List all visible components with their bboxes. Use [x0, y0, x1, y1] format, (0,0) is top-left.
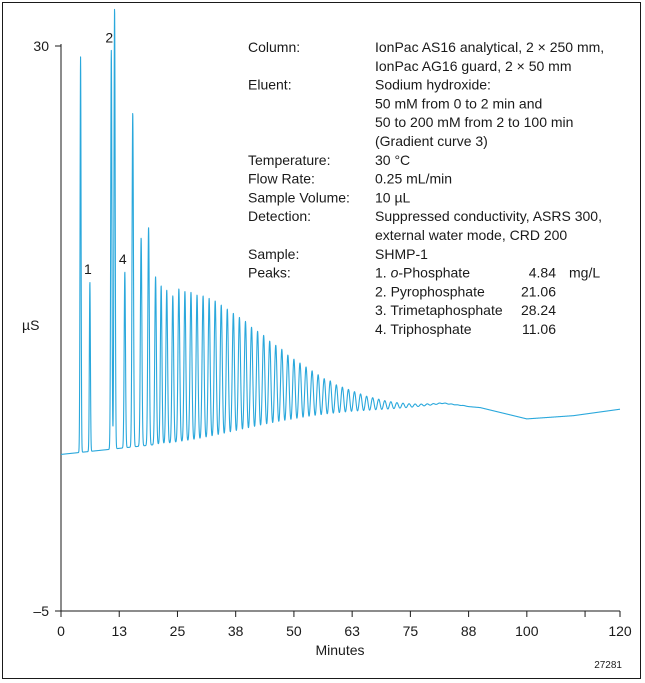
condition-value: 50 mM from 0 to 2 min and [375, 95, 542, 111]
condition-value: 10 µL [375, 189, 411, 205]
condition-value: 50 to 200 mM from 2 to 100 min [375, 114, 573, 130]
x-tick-label: 13 [111, 623, 127, 639]
peak-label-2: 2 [105, 29, 113, 45]
condition-value: external water mode, CRD 200 [375, 227, 567, 243]
x-tick-label: 120 [608, 623, 632, 639]
condition-value: SHMP-1 [375, 246, 428, 262]
peak-label-1: 1 [84, 261, 92, 277]
x-tick-label: 63 [344, 623, 360, 639]
x-tick-label: 38 [228, 623, 244, 639]
peak-name: 3. Trimetaphosphate [375, 302, 503, 318]
condition-value: 30 °C [375, 152, 410, 168]
peak-value: 21.06 [521, 283, 556, 299]
peak-value: 4.84 [529, 265, 556, 281]
peak-label-4: 4 [119, 251, 127, 267]
peak-value: 11.06 [522, 321, 556, 337]
peak-name: 4. Triphosphate [375, 321, 472, 337]
peaks-table: Peaks: 1. o-Phosphate 4.84 mg/L 2. Pyrophosp… [248, 265, 600, 337]
peak-unit: mg/L [569, 265, 600, 281]
x-tick-label: 88 [461, 623, 477, 639]
x-tick-label: 50 [286, 623, 302, 639]
condition-value: Suppressed conductivity, ASRS 300, [375, 208, 602, 224]
condition-label: Flow Rate: [248, 171, 315, 187]
peak-name: 1. o-Phosphate [375, 265, 470, 281]
x-axis-label: Minutes [315, 642, 364, 658]
condition-value: (Gradient curve 3) [375, 133, 488, 149]
peak-label-3: 3 [109, 0, 117, 3]
peak-name: 2. Pyrophosphate [375, 283, 485, 299]
chromatogram-trace [60, 8, 621, 455]
ticks: 0 13 25 38 50 63 75 88 100 120 30 –5 [33, 38, 631, 639]
y-axis-label: µS [22, 317, 39, 333]
condition-value: Sodium hydroxide: [375, 77, 491, 93]
y-tick-label: 30 [33, 38, 49, 54]
peak-labels: 1 2 3 4 [84, 0, 127, 277]
condition-label: Column: [248, 39, 300, 55]
condition-label: Detection: [248, 208, 311, 224]
condition-value: 0.25 mL/min [375, 171, 452, 187]
condition-label: Eluent: [248, 77, 292, 93]
conditions-block: Column: IonPac AS16 analytical, 2 × 250 m… [248, 39, 604, 262]
peaks-label: Peaks: [248, 265, 291, 281]
condition-value: IonPac AG16 guard, 2 × 50 mm [375, 58, 572, 74]
y-tick-label: –5 [33, 603, 49, 619]
condition-label: Sample Volume: [248, 189, 350, 205]
x-tick-label: 100 [515, 623, 539, 639]
figure-id: 27281 [594, 660, 622, 671]
condition-label: Sample: [248, 246, 299, 262]
x-tick-label: 0 [57, 623, 65, 639]
peak-value: 28.24 [521, 302, 556, 318]
condition-label: Temperature: [248, 152, 330, 168]
x-tick-label: 75 [403, 623, 419, 639]
condition-value: IonPac AS16 analytical, 2 × 250 mm, [375, 39, 604, 55]
x-tick-label: 25 [170, 623, 186, 639]
